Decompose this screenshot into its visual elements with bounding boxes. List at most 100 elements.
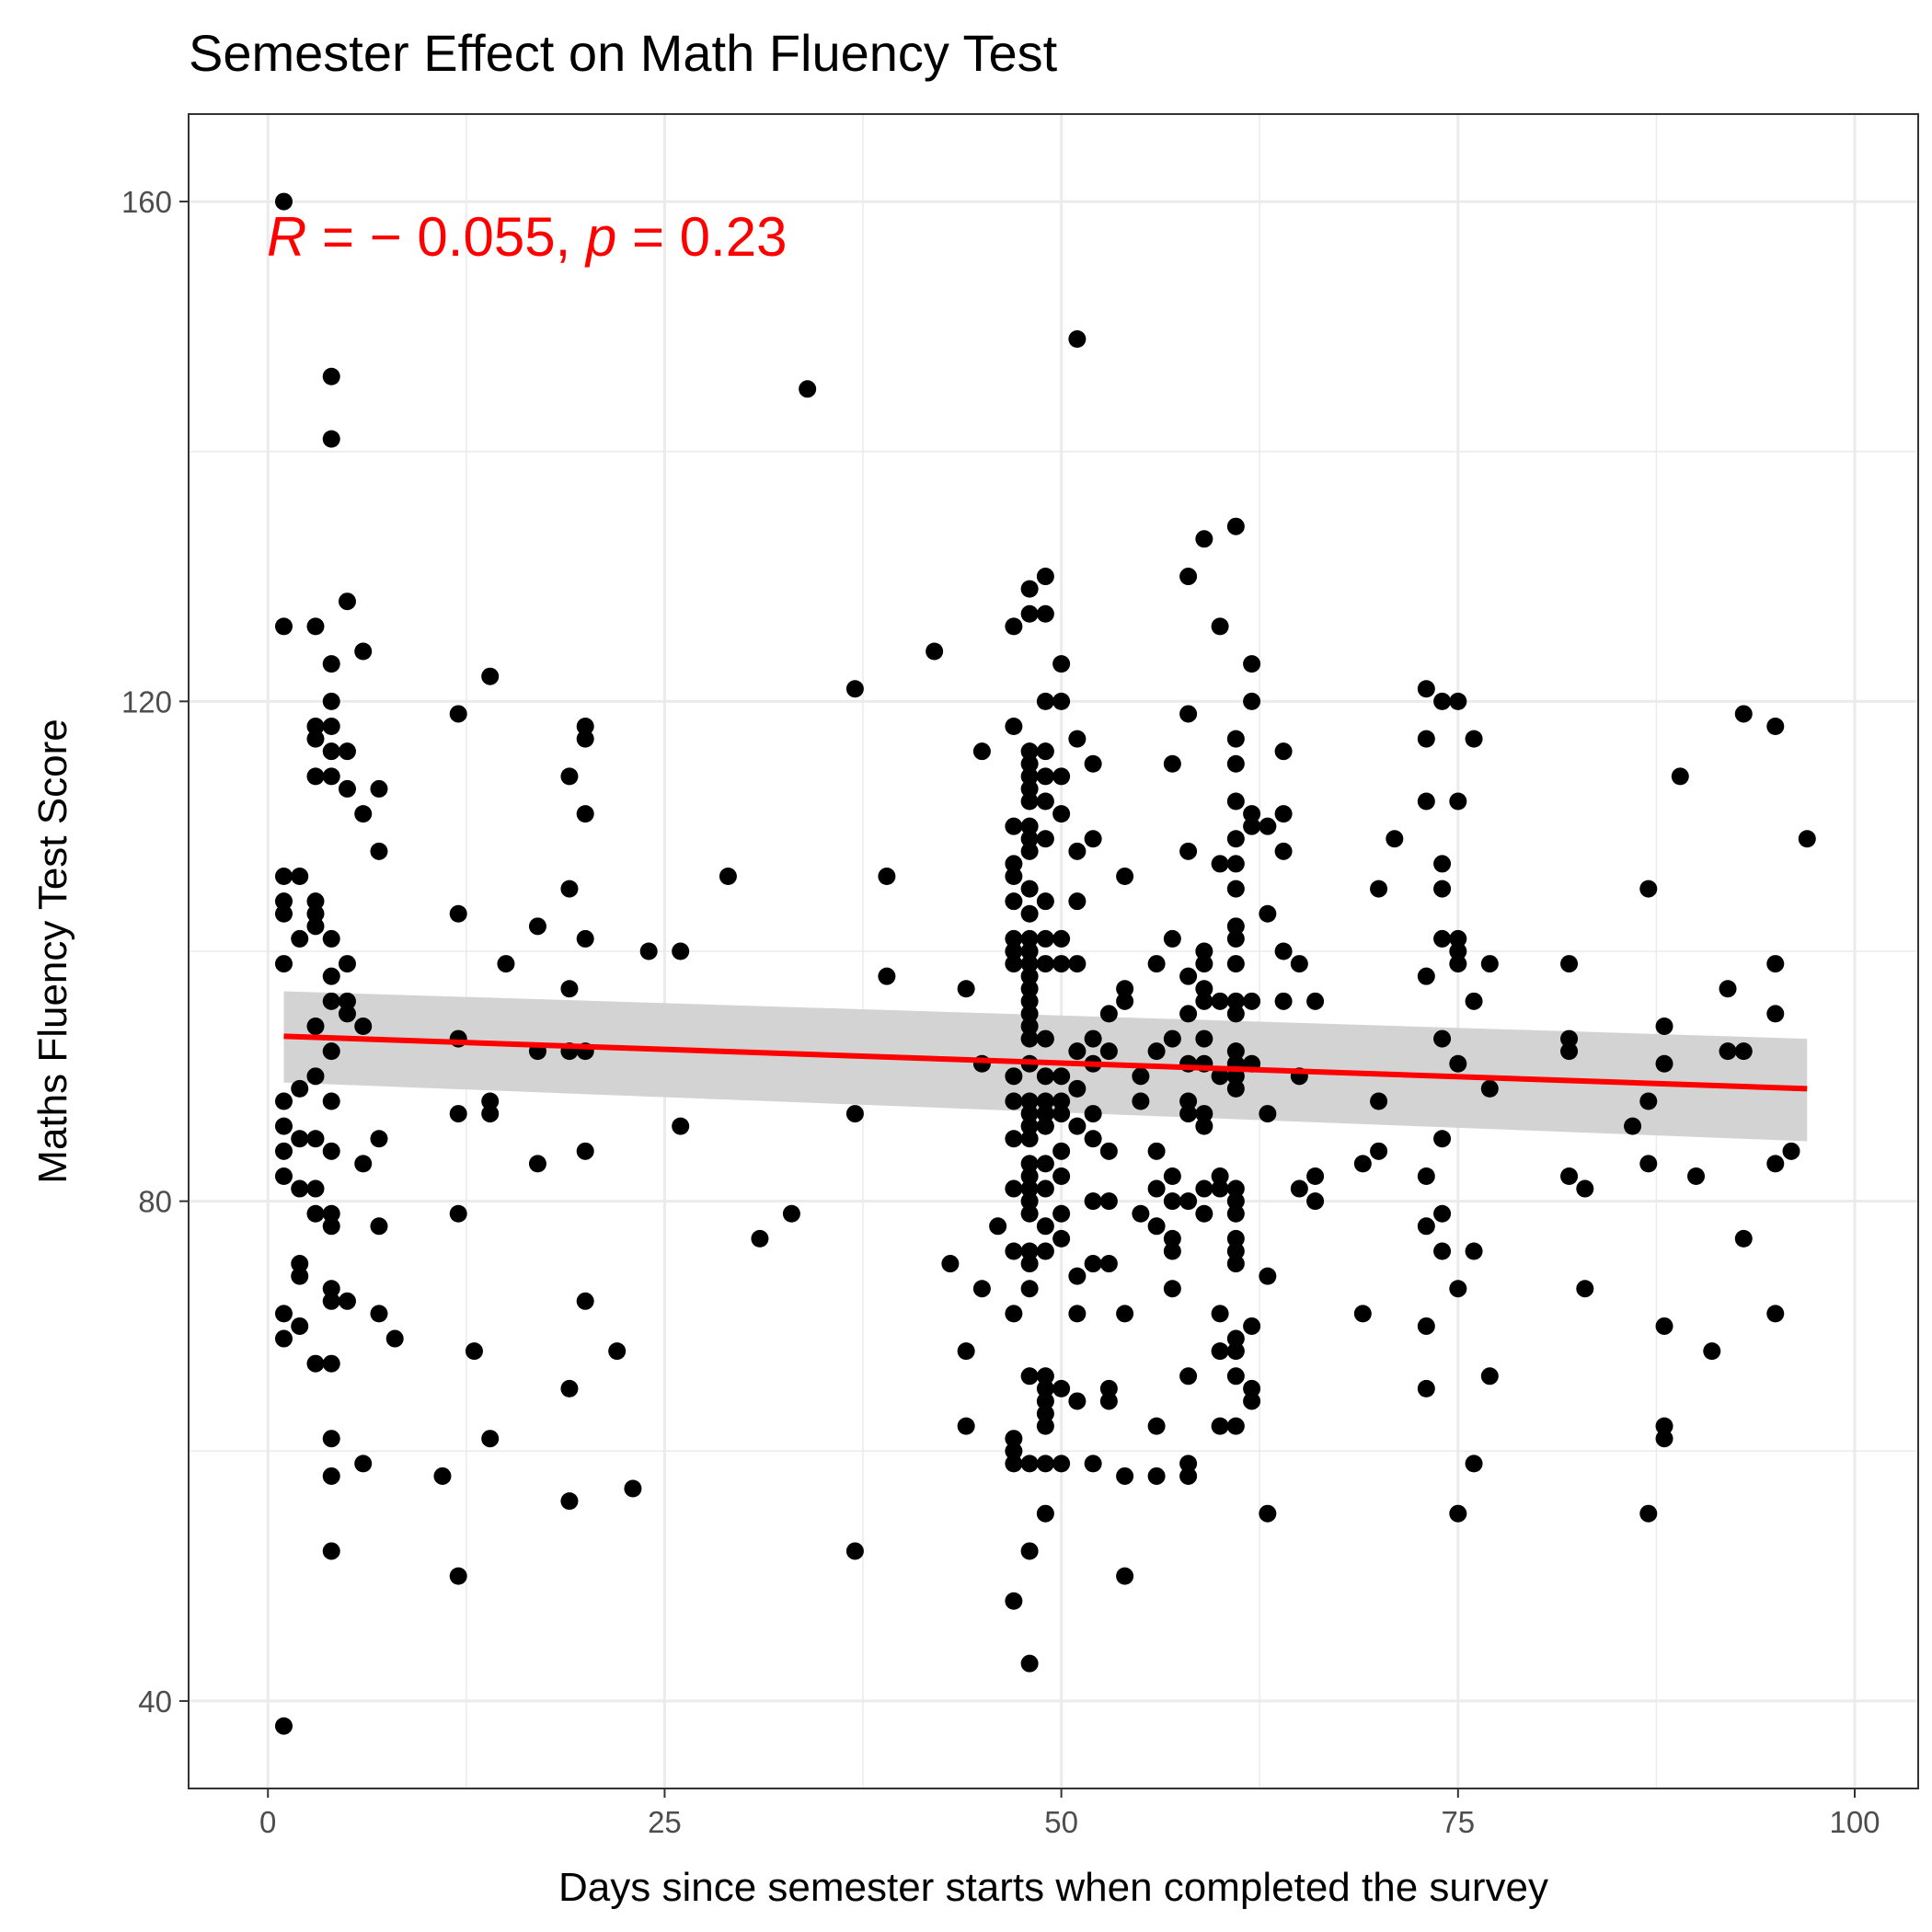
data-point xyxy=(1020,1455,1039,1473)
data-point xyxy=(1226,792,1245,811)
data-point xyxy=(719,868,737,886)
data-point xyxy=(1163,1242,1181,1260)
data-point xyxy=(322,992,340,1010)
data-point xyxy=(1370,1142,1388,1160)
data-point xyxy=(1687,1167,1706,1185)
data-point xyxy=(1179,967,1198,985)
data-point xyxy=(1433,880,1452,898)
data-point xyxy=(1306,1192,1325,1211)
data-point xyxy=(1179,1466,1198,1485)
data-point xyxy=(1020,1280,1039,1298)
data-point xyxy=(1449,929,1467,948)
data-point xyxy=(1036,1417,1054,1435)
data-point xyxy=(1639,1092,1658,1110)
data-point xyxy=(291,868,309,886)
data-point xyxy=(1036,1092,1054,1110)
data-point xyxy=(322,655,340,673)
data-point xyxy=(1639,1504,1658,1523)
data-point xyxy=(370,1217,388,1236)
data-point xyxy=(274,955,293,973)
data-point xyxy=(1005,617,1023,636)
data-point xyxy=(608,1342,627,1361)
chart-title: Semester Effect on Math Fluency Test xyxy=(189,24,1058,82)
data-point xyxy=(1005,868,1023,886)
data-point xyxy=(1132,1204,1150,1223)
data-point xyxy=(1020,942,1039,960)
data-point xyxy=(322,767,340,786)
data-point xyxy=(1243,1317,1261,1335)
data-point xyxy=(1449,955,1467,973)
y-tick-label: 160 xyxy=(121,185,172,219)
data-point xyxy=(1243,805,1261,823)
correlation-annotation: R = − 0.055, p = 0.23 xyxy=(267,206,787,268)
data-point xyxy=(338,955,356,973)
data-point xyxy=(1005,1305,1023,1323)
data-point xyxy=(1417,680,1435,698)
data-point xyxy=(1068,329,1087,348)
data-point xyxy=(1005,1179,1023,1198)
data-point xyxy=(1259,904,1277,923)
data-point xyxy=(1433,1242,1452,1260)
data-point xyxy=(1226,730,1245,748)
data-point xyxy=(1099,1142,1118,1160)
data-point xyxy=(1036,955,1054,973)
data-point xyxy=(672,942,690,960)
data-point xyxy=(782,1204,800,1223)
data-point xyxy=(1195,530,1213,548)
data-point xyxy=(972,1280,991,1298)
data-point xyxy=(322,1092,340,1110)
data-point xyxy=(639,942,658,960)
data-point xyxy=(1417,967,1435,985)
data-point xyxy=(1036,1379,1054,1397)
data-point xyxy=(1036,1455,1054,1473)
data-point xyxy=(1084,1105,1102,1123)
data-point xyxy=(1433,855,1452,873)
data-point xyxy=(1226,1229,1245,1248)
data-point xyxy=(1005,817,1023,835)
data-point xyxy=(274,1092,293,1110)
data-point xyxy=(1036,1504,1054,1523)
data-point xyxy=(1433,1130,1452,1148)
data-point xyxy=(306,767,325,786)
data-point xyxy=(1195,992,1213,1010)
data-point xyxy=(1036,1029,1054,1048)
data-point xyxy=(1036,830,1054,848)
data-point xyxy=(1020,1367,1039,1386)
data-point xyxy=(1052,955,1071,973)
data-point xyxy=(1052,1204,1071,1223)
data-point xyxy=(1449,1504,1467,1523)
data-point xyxy=(322,929,340,948)
data-point xyxy=(1671,767,1689,786)
data-point xyxy=(1132,1092,1150,1110)
data-point xyxy=(1211,1167,1229,1185)
data-point xyxy=(1099,1392,1118,1410)
data-point xyxy=(322,967,340,985)
data-point xyxy=(1449,1280,1467,1298)
data-point xyxy=(1005,1430,1023,1448)
data-point xyxy=(1020,1654,1039,1673)
data-point xyxy=(1195,1105,1213,1123)
grid-minor xyxy=(189,114,1918,1788)
data-point xyxy=(1052,1067,1071,1086)
data-point xyxy=(1655,1317,1673,1335)
data-point xyxy=(1306,1167,1325,1185)
data-point xyxy=(322,1042,340,1061)
data-point xyxy=(1195,942,1213,960)
data-point xyxy=(338,592,356,611)
data-point xyxy=(338,992,356,1010)
data-point xyxy=(1655,1417,1673,1435)
data-point xyxy=(306,904,325,923)
data-point xyxy=(560,1492,579,1511)
data-point xyxy=(1116,1305,1134,1323)
data-point xyxy=(1274,942,1293,960)
data-point xyxy=(1052,1379,1071,1397)
data-point xyxy=(1132,1067,1150,1086)
data-point xyxy=(1560,1029,1579,1048)
data-point xyxy=(1116,868,1134,886)
data-point xyxy=(1766,955,1785,973)
data-point xyxy=(1052,805,1071,823)
data-point xyxy=(1163,1280,1181,1298)
data-point xyxy=(1179,842,1198,860)
data-point xyxy=(926,642,944,661)
data-point xyxy=(1211,1342,1229,1361)
